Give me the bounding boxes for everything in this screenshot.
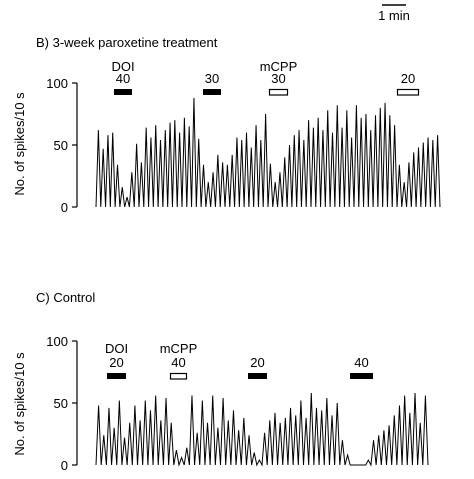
drug-dose-label: 20 xyxy=(250,355,264,370)
drug-bar-filled xyxy=(248,373,267,379)
panel-b-ylabel: No. of spikes/10 s xyxy=(12,92,27,196)
y-tick-label: 100 xyxy=(46,76,68,91)
drug-bar-filled xyxy=(114,89,132,95)
y-tick-label: 0 xyxy=(61,458,68,473)
drug-dose-label: 20 xyxy=(401,71,415,86)
y-tick-label: 100 xyxy=(46,334,68,349)
drug-dose-label: 30 xyxy=(271,71,285,86)
drug-name-label: mCPP xyxy=(260,59,298,74)
drug-bar-open xyxy=(396,88,420,96)
panel-c-y-axis: 0 50 100 xyxy=(46,334,78,473)
drug-bar-filled xyxy=(203,89,221,95)
panel-c-ylabel: No. of spikes/10 s xyxy=(12,352,27,456)
panel-b-y-axis: 0 50 100 xyxy=(46,76,78,215)
drug-bar-open xyxy=(268,88,289,96)
drug-name-label: DOI xyxy=(105,341,128,356)
drug-bar-filled xyxy=(107,373,126,379)
panel-b-spike-trace xyxy=(95,97,441,208)
panel-b: B) 3-week paroxetine treatment No. of sp… xyxy=(12,35,441,215)
drug-dose-label: 40 xyxy=(354,355,368,370)
drug-bar-open xyxy=(169,372,188,380)
drug-bar-filled xyxy=(350,373,373,379)
y-tick-label: 0 xyxy=(61,200,68,215)
scale-bar: 1 min xyxy=(378,4,410,23)
drug-dose-label: 30 xyxy=(205,71,219,86)
panel-c-title: C) Control xyxy=(36,290,95,305)
drug-dose-label: 40 xyxy=(171,355,185,370)
panel-c: C) Control No. of spikes/10 s 0 50 100 DOI… xyxy=(12,290,429,473)
panel-c-spike-trace xyxy=(95,393,429,467)
drug-name-label: DOI xyxy=(111,59,134,74)
y-tick-label: 50 xyxy=(54,138,68,153)
scale-bar-label: 1 min xyxy=(378,8,410,23)
drug-dose-label: 20 xyxy=(109,355,123,370)
drug-dose-label: 40 xyxy=(116,71,130,86)
panel-b-title: B) 3-week paroxetine treatment xyxy=(36,35,218,50)
drug-name-label: mCPP xyxy=(160,341,198,356)
y-tick-label: 50 xyxy=(54,396,68,411)
